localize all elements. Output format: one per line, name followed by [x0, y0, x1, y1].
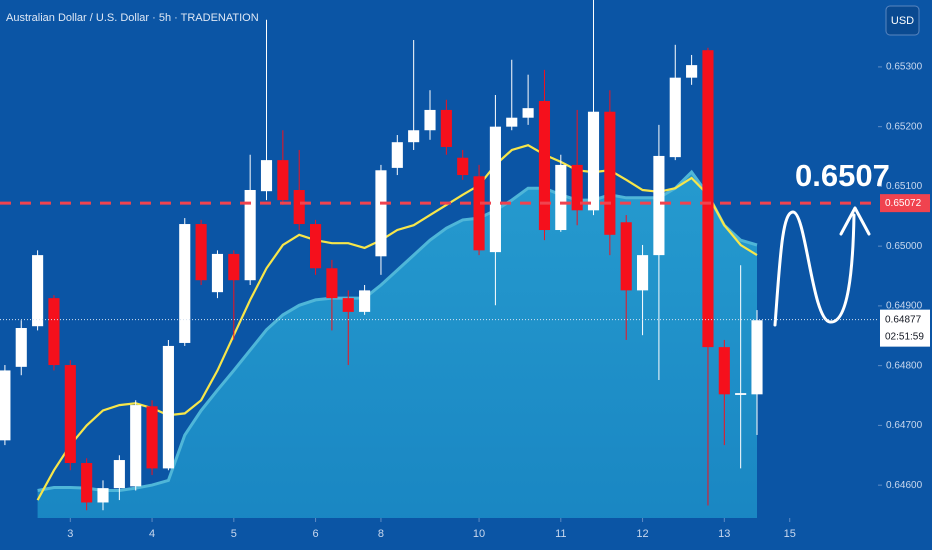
x-tick-label: 15 — [784, 528, 796, 540]
candle-body — [162, 345, 174, 469]
x-tick-label: 13 — [718, 528, 730, 540]
x-tick-label: 4 — [149, 528, 155, 540]
candle-body — [228, 253, 240, 281]
candle-body — [587, 111, 600, 211]
candle-body — [653, 155, 665, 256]
candle-body — [473, 176, 485, 251]
x-tick-label: 5 — [231, 528, 237, 540]
candle-body — [326, 268, 338, 299]
candle-body — [440, 109, 452, 147]
y-tick-label: 0.64900 — [886, 301, 923, 312]
candle-body — [408, 130, 420, 143]
candle-body — [130, 405, 142, 487]
candle-body — [604, 111, 616, 235]
area — [37, 172, 758, 518]
x-tick-label: 8 — [378, 528, 384, 540]
candle-body — [375, 170, 387, 257]
candle-body — [391, 142, 403, 168]
chart-title: Australian Dollar / U.S. Dollar · 5h · T… — [6, 12, 259, 24]
y-tick-label: 0.64700 — [886, 420, 923, 431]
candle-body — [538, 100, 551, 231]
currency-label[interactable]: USD — [891, 15, 914, 27]
target-price-box — [880, 194, 930, 213]
candle-body — [113, 460, 125, 489]
candle-body — [702, 50, 714, 348]
candle-body — [32, 255, 44, 327]
y-tick-label: 0.64600 — [886, 480, 923, 491]
candle-body — [195, 224, 207, 281]
candle-body — [620, 222, 632, 291]
x-tick-label: 12 — [636, 528, 648, 540]
candle-body — [636, 255, 649, 291]
candle-body — [211, 253, 224, 293]
candle-body — [457, 157, 469, 176]
candle-body — [146, 406, 158, 469]
candle-body — [15, 328, 27, 367]
x-tick-label: 3 — [67, 528, 73, 540]
candle-body — [260, 160, 273, 192]
candle-body — [669, 77, 681, 158]
arrow — [773, 210, 856, 327]
candle-body — [81, 463, 93, 503]
candle-body — [342, 298, 354, 312]
candle-body — [751, 320, 763, 395]
countdown-label: 02:51:59 — [885, 331, 924, 342]
x-tick-label: 11 — [555, 528, 566, 540]
x-tick-label: 6 — [312, 528, 318, 540]
candle-body — [424, 109, 436, 131]
candle-body — [571, 164, 583, 211]
candle-body — [48, 298, 60, 366]
candle-body — [686, 65, 698, 78]
area-edge — [37, 169, 758, 492]
y-tick-label: 0.65000 — [886, 241, 923, 252]
y-tick-label: 0.65300 — [886, 62, 923, 73]
y-tick-label: 0.65200 — [886, 121, 923, 132]
candle-body — [735, 393, 747, 395]
arrow-head — [839, 206, 871, 236]
candle-body — [555, 164, 567, 231]
candle-body — [522, 108, 534, 118]
candle-body — [97, 488, 109, 503]
candle-body — [293, 189, 305, 225]
candle-body — [179, 224, 191, 343]
target-price-label: 0.65072 — [885, 198, 922, 209]
x-tick-label: 10 — [473, 528, 485, 540]
candle-body — [309, 224, 322, 269]
currency-button[interactable] — [885, 5, 920, 36]
candle-body — [359, 290, 371, 312]
candle-body — [0, 370, 11, 441]
candle-body — [718, 347, 730, 395]
y-tick-label: 0.65100 — [886, 181, 923, 192]
last-price-box — [880, 309, 930, 347]
candle-body — [489, 126, 501, 253]
candle-body — [506, 117, 518, 127]
annotation: 0.6507 — [795, 158, 890, 193]
y-tick-label: 0.64800 — [886, 360, 923, 371]
plot-area — [0, 0, 763, 518]
candle-body — [64, 365, 76, 464]
candle-body — [244, 189, 256, 281]
candle-body — [277, 160, 289, 201]
last-price-label: 0.64877 — [885, 314, 922, 325]
